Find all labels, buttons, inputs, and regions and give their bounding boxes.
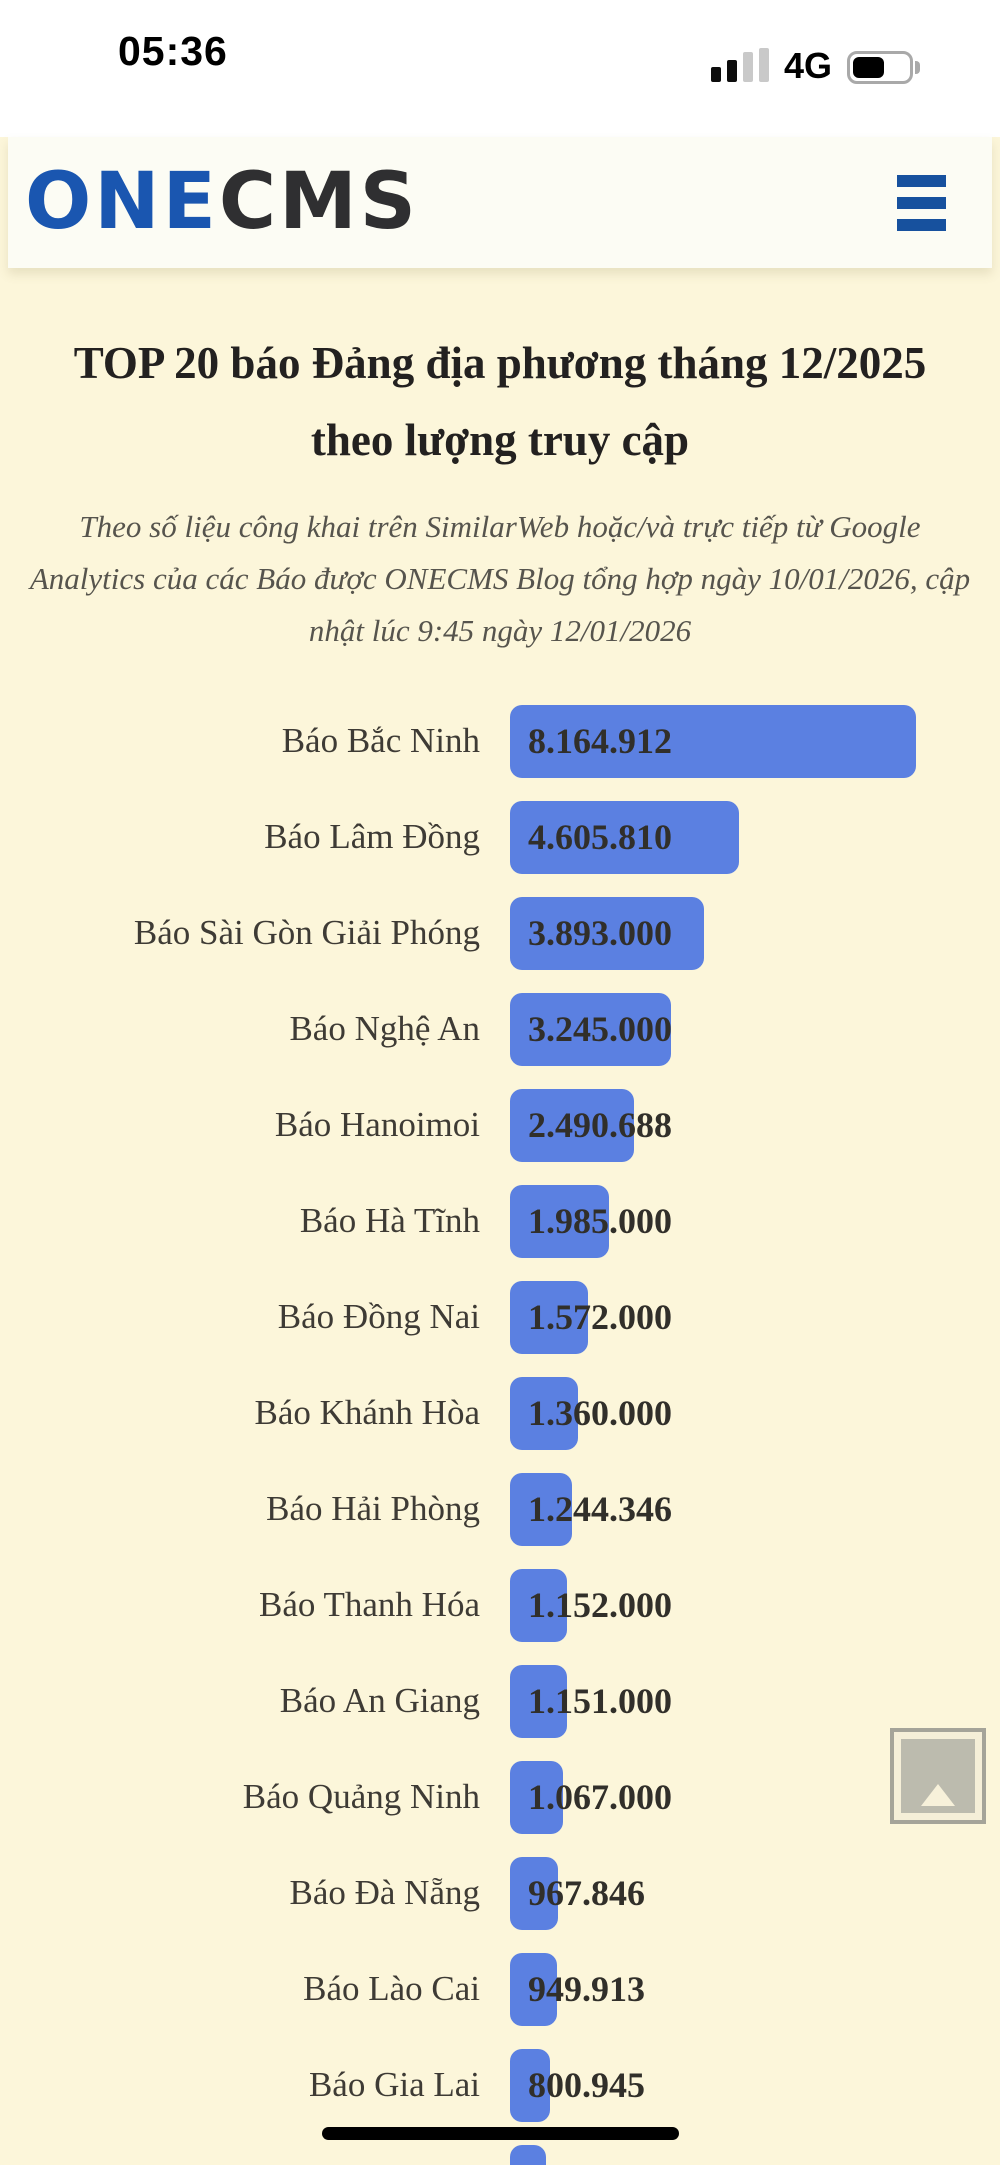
bar-value: 1.067.000 [528,1777,672,1817]
chart-row: Báo Hải Phòng 1.244.346 [0,1461,1000,1557]
chart-row: Báo Khánh Hòa 1.360.000 [0,1365,1000,1461]
bar-label: Báo Sài Gòn Giải Phóng [133,913,480,952]
chart-row: Báo Đồng Nai 1.572.000 [0,1269,1000,1365]
arrow-up-icon [894,1768,982,1806]
bar-value: 800.945 [528,2065,645,2105]
bar-value: 3.245.000 [528,1009,672,1049]
chart-row: Báo Sài Gòn Giải Phóng 3.893.000 [0,885,1000,981]
status-bar: 05:36 4G [0,0,1000,137]
bar-label: Báo Lào Cai [303,1969,480,2008]
bar-value: 1.985.000 [528,1201,672,1241]
cellular-signal-icon [710,48,769,84]
chart-row: Báo Bắc Ninh 8.164.912 [0,693,1000,789]
bar: 1.152.000 [510,1568,672,1642]
logo-one-part: ONE [25,157,219,247]
bar-label: Báo Gia Lai [308,2065,480,2104]
bar: 967.846 [510,1856,645,1930]
bar-label: Báo Đà Nẵng [289,1873,480,1912]
bar-value: 1.151.000 [528,1681,672,1721]
chart-row: Báo An Giang 1.151.000 [0,1653,1000,1749]
bar-value: 3.893.000 [528,913,672,953]
logo-cms-part: CMS [218,157,419,247]
bar: 4.605.810 [510,800,739,874]
chart-row: Báo Hà Tĩnh 1.985.000 [0,1173,1000,1269]
bar-value: 1.152.000 [528,1585,672,1625]
bar-value: 2.490.688 [528,1105,672,1145]
bar-label: Báo Quảng Ninh [242,1777,480,1816]
chart-row: Báo Quảng Ninh 1.067.000 [0,1749,1000,1845]
bar: 1.151.000 [510,1664,672,1738]
bar-label: Báo Hanoimoi [274,1105,480,1144]
bar: 1.985.000 [510,1184,672,1258]
bar: 3.893.000 [510,896,704,970]
bar-label: Báo Hà Tĩnh [299,1201,480,1240]
article-content: TOP 20 báo Đảng địa phương tháng 12/2025… [0,325,1000,2165]
chart-row [0,2133,1000,2165]
bar-label: Báo Đồng Nai [277,1297,480,1336]
bar-label: Báo Nghệ An [289,1009,480,1048]
bar: 1.244.346 [510,1472,672,1546]
scroll-to-top-button[interactable] [890,1728,986,1824]
hamburger-menu-icon[interactable] [897,174,946,231]
bar: 8.164.912 [510,704,916,778]
chart-row: Báo Đà Nẵng 967.846 [0,1845,1000,1941]
bar-label: Báo Lâm Đồng [264,817,480,856]
bar [510,2144,546,2165]
bar-chart: Báo Bắc Ninh 8.164.912 Báo Lâm Đồng 4.605.8… [0,693,1000,2165]
bar: 1.360.000 [510,1376,672,1450]
bar: 1.572.000 [510,1280,672,1354]
bar-value: 967.846 [528,1873,645,1913]
status-time: 05:36 [118,28,228,74]
chart-row: Báo Lâm Đồng 4.605.810 [0,789,1000,885]
page-title: TOP 20 báo Đảng địa phương tháng 12/2025… [73,338,927,465]
bar-label: Báo Khánh Hòa [254,1393,480,1432]
bar-value: 8.164.912 [528,721,672,761]
bar-value: 949.913 [528,1969,645,2009]
bar-label: Báo Bắc Ninh [281,721,480,760]
bar-value: 1.360.000 [528,1393,672,1433]
network-type-label: 4G [783,45,832,86]
bar: 3.245.000 [510,992,672,1066]
status-icons: 4G [710,45,920,86]
bar-value: 1.572.000 [528,1297,672,1337]
home-indicator[interactable] [322,2127,679,2140]
bar-label: Báo Hải Phòng [266,1489,480,1528]
bar: 2.490.688 [510,1088,672,1162]
bar-label: Báo Thanh Hóa [259,1585,480,1624]
chart-row: Báo Thanh Hóa 1.152.000 [0,1557,1000,1653]
site-header: ONECMS [8,137,992,268]
chart-row: Báo Nghệ An 3.245.000 [0,981,1000,1077]
bar-label: Báo An Giang [279,1681,480,1720]
article-subtitle: Theo số liệu công khai trên SimilarWeb h… [29,509,971,648]
bar: 949.913 [510,1952,645,2026]
chart-row: Báo Lào Cai 949.913 [0,1941,1000,2037]
onecms-logo[interactable]: ONECMS [25,137,419,268]
battery-icon [847,51,920,84]
chart-row: Báo Hanoimoi 2.490.688 [0,1077,1000,1173]
bar-value: 1.244.346 [528,1489,672,1529]
bar: 1.067.000 [510,1760,672,1834]
bar: 800.945 [510,2048,645,2122]
chart-row: Báo Gia Lai 800.945 [0,2037,1000,2133]
bar-value: 4.605.810 [528,817,672,857]
